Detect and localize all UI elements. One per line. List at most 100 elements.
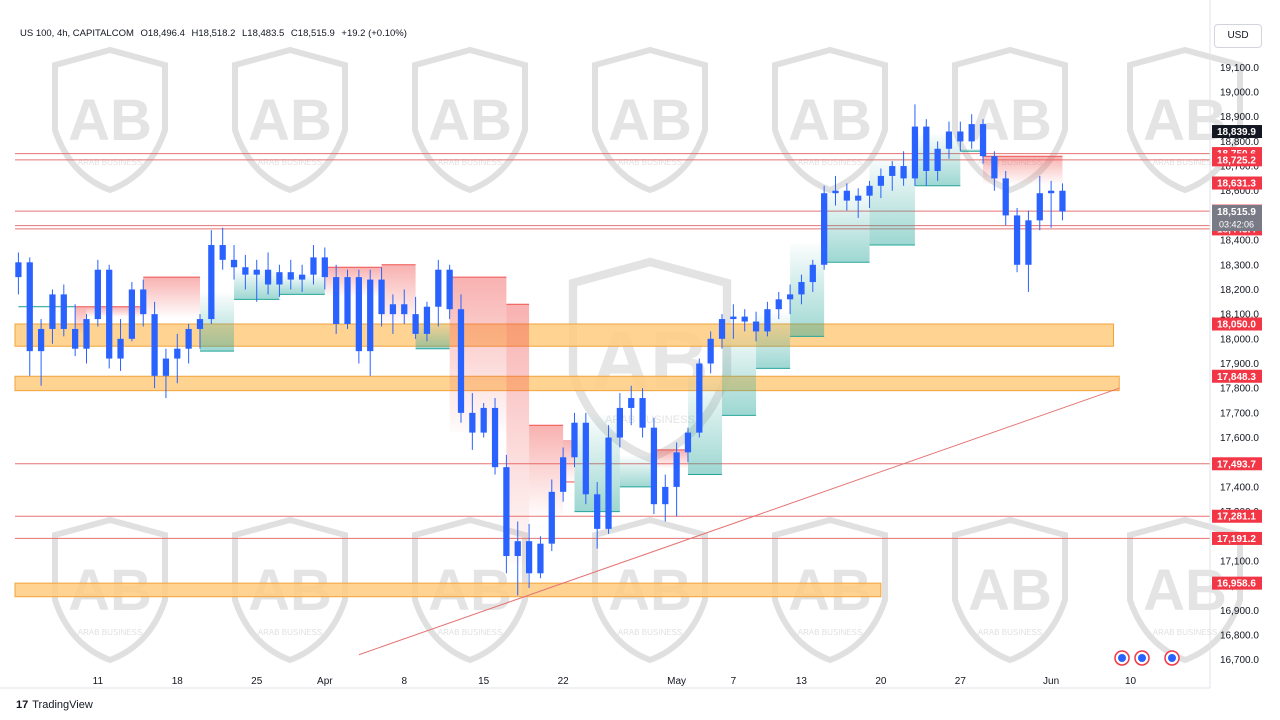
candle: [83, 314, 90, 364]
watermark-letters: AB: [428, 88, 512, 153]
candle-body: [764, 309, 771, 332]
candle: [809, 259, 816, 292]
candle-body: [741, 316, 748, 322]
candle: [605, 425, 612, 534]
candle-body: [923, 126, 930, 171]
candle: [117, 319, 124, 371]
candle: [616, 393, 623, 448]
y-tick-label: 19,000.0: [1220, 88, 1259, 99]
candle: [162, 348, 170, 399]
candle-body: [196, 319, 204, 329]
candle-body: [355, 277, 362, 352]
candle: [37, 319, 45, 386]
currency-button[interactable]: USD: [1214, 24, 1262, 48]
candle-body: [786, 294, 794, 300]
y-tick-label: 18,200.0: [1220, 285, 1259, 296]
candle-body: [423, 306, 431, 334]
tradingview-branding[interactable]: 17 TradingView: [16, 699, 93, 711]
candle-body: [548, 491, 555, 544]
candle-body: [412, 314, 419, 334]
candle-body: [446, 269, 453, 310]
candle-body: [174, 348, 181, 359]
candle: [310, 245, 317, 285]
event-flag-core: [1118, 654, 1126, 662]
candle: [1025, 210, 1032, 292]
watermark-text: ARAB BUSINESS: [438, 158, 502, 167]
candle: [684, 427, 692, 463]
tradingview-logo-icon: 17: [16, 699, 29, 711]
candle-body: [117, 338, 124, 359]
zone-price-label-bg: [1212, 317, 1262, 331]
supertrend-cloud-segment: [75, 306, 87, 334]
watermark-text: ARAB BUSINESS: [798, 628, 862, 637]
candle: [877, 168, 885, 199]
supertrend-cloud-segment: [960, 148, 984, 152]
candle: [401, 289, 408, 325]
candle-body: [582, 422, 589, 495]
x-tick-label: 22: [558, 676, 570, 687]
candle: [628, 385, 635, 426]
y-tick-label: 17,700.0: [1220, 408, 1259, 419]
candle: [537, 536, 544, 579]
candle-body: [435, 269, 442, 307]
candle: [196, 314, 204, 349]
candle-body: [344, 277, 351, 325]
y-tick-label: 18,400.0: [1220, 236, 1259, 247]
y-tick-label: 18,900.0: [1220, 112, 1259, 123]
candle-body: [832, 190, 839, 194]
candle-body: [855, 195, 862, 201]
candle-body: [605, 437, 612, 529]
candle-body: [571, 422, 578, 458]
supertrend-cloud-segment: [687, 375, 723, 475]
candle: [548, 479, 555, 552]
candle-body: [957, 131, 964, 142]
level-layer: [15, 153, 1210, 539]
zone-layer: [14, 323, 1120, 598]
watermark-letters: AB: [608, 88, 692, 153]
candle-body: [1025, 220, 1032, 265]
x-tick-label: Jun: [1043, 676, 1059, 687]
ohlc-open: O18,496.4: [140, 28, 185, 39]
candle: [208, 230, 215, 325]
x-tick-label: 20: [875, 676, 887, 687]
watermark-text: ARAB BUSINESS: [1153, 158, 1217, 167]
event-flag-core: [1168, 654, 1176, 662]
candle-body: [1013, 215, 1021, 265]
candle-body: [934, 148, 941, 171]
ohlc-change: +19.2 (+0.10%): [341, 28, 407, 39]
candle: [491, 398, 499, 475]
candle: [1013, 208, 1021, 273]
watermark-shield-icon: [52, 516, 168, 664]
candle-body: [276, 272, 283, 285]
candle-body: [401, 304, 408, 315]
candle-body: [242, 267, 249, 275]
candle: [264, 252, 272, 295]
candle-body: [298, 274, 306, 280]
candle: [253, 259, 260, 302]
y-tick-label: 18,600.0: [1220, 186, 1259, 197]
candle: [355, 269, 362, 364]
supertrend-cloud-segment: [381, 264, 416, 325]
supertrend-price-label: 18,631.3: [1217, 179, 1256, 190]
candle-body: [1059, 190, 1066, 212]
candle-body: [151, 314, 158, 376]
ohlc-low: L18,483.5: [242, 28, 285, 39]
candle: [72, 304, 79, 357]
candle: [15, 252, 22, 295]
candle: [594, 481, 601, 549]
watermark-shield-icon: [592, 516, 708, 664]
candle: [821, 185, 828, 270]
candle: [106, 264, 113, 369]
y-tick-label: 19,100.0: [1220, 63, 1259, 74]
watermark-letters: AB: [68, 88, 152, 153]
candle: [707, 331, 714, 374]
supertrend-cloud-segment: [653, 449, 688, 469]
x-tick-label: 13: [796, 676, 808, 687]
watermark-text: ARAB BUSINESS: [78, 158, 142, 167]
x-tick-label: 11: [93, 676, 104, 687]
candle-body: [514, 541, 521, 557]
candle: [889, 161, 896, 191]
candle: [786, 284, 794, 315]
